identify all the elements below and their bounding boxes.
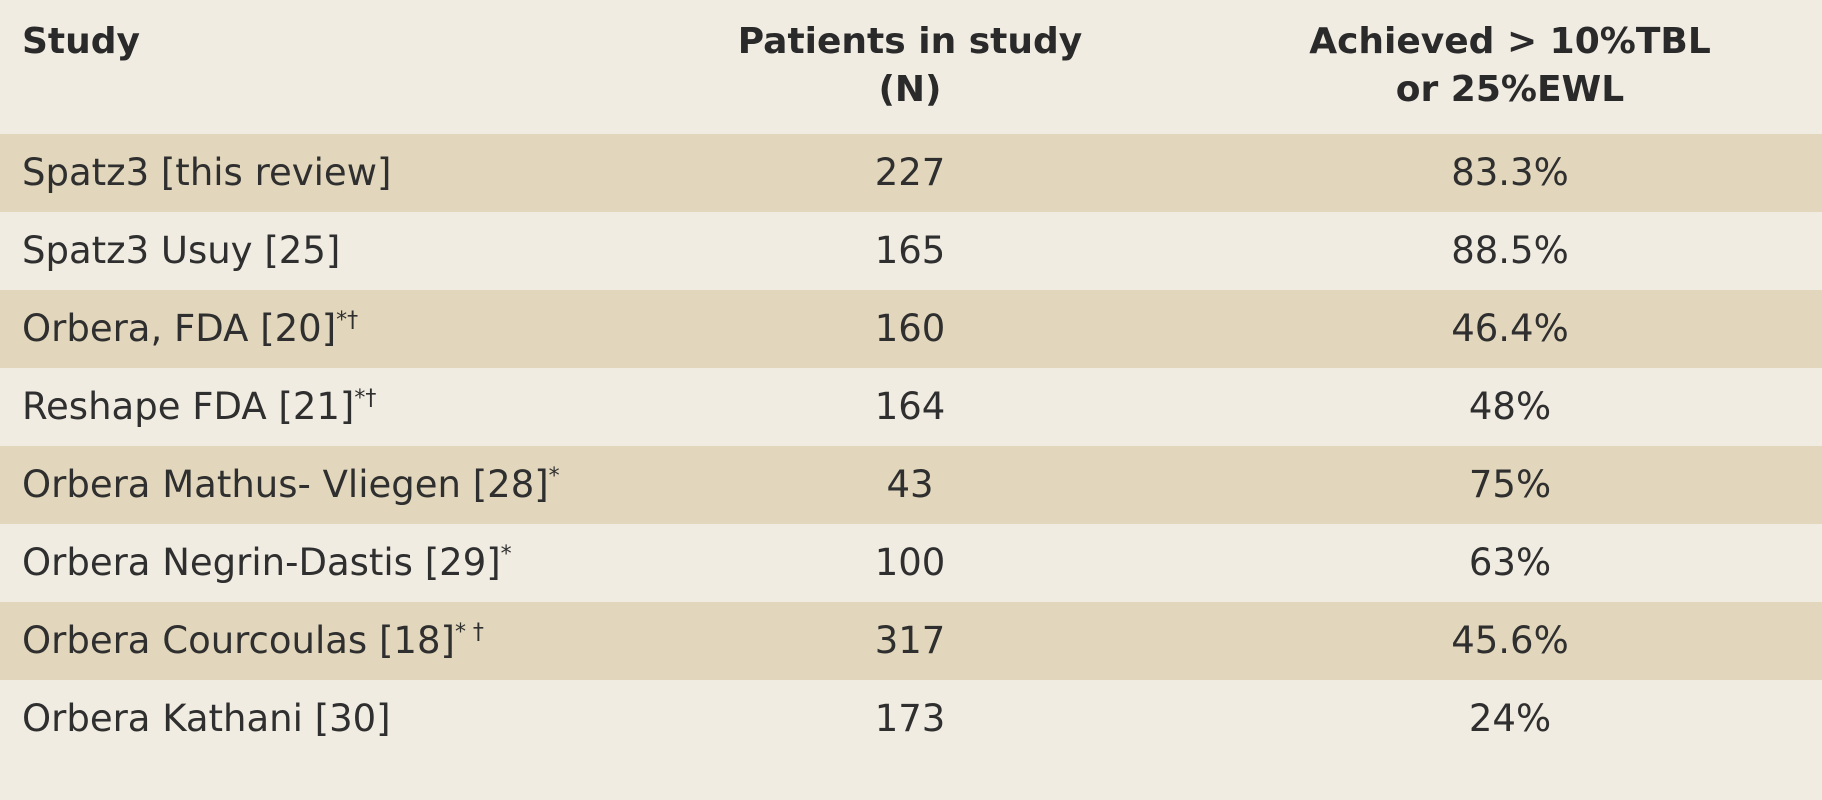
table-row: Orbera, FDA [20]*† 160 46.4% <box>0 290 1822 368</box>
table-header: Study Patients in study (N) Achieved > 1… <box>0 0 1822 134</box>
table-row: Orbera Kathani [30] 173 24% <box>0 680 1822 758</box>
achieved-cell: 48% <box>1468 385 1552 428</box>
table-row: Orbera Courcoulas [18]* † 317 45.6% <box>0 602 1822 680</box>
header-achieved-line2: or 25%EWL <box>1395 69 1625 110</box>
study-cell: Spatz3 Usuy [25] <box>22 229 341 272</box>
patients-cell: 173 <box>874 697 946 740</box>
study-cell: Reshape FDA [21]*† <box>22 385 377 428</box>
achieved-cell: 75% <box>1468 463 1552 506</box>
achieved-cell: 63% <box>1468 541 1552 584</box>
study-cell: Orbera Courcoulas [18]* † <box>22 619 484 662</box>
header-study: Study <box>22 21 141 62</box>
study-cell: Orbera Mathus- Vliegen [28]* <box>22 463 560 506</box>
header-achieved: Achieved > 10%TBL or 25%EWL <box>1280 18 1740 114</box>
header-patients: Patients in study (N) <box>737 21 1083 110</box>
achieved-cell: 46.4% <box>1451 307 1569 350</box>
table-row: Orbera Mathus- Vliegen [28]* 43 75% <box>0 446 1822 524</box>
study-cell: Orbera, FDA [20]*† <box>22 307 359 350</box>
patients-cell: 43 <box>886 463 934 506</box>
patients-cell: 160 <box>874 307 946 350</box>
header-achieved-line1: Achieved > 10%TBL <box>1309 21 1711 62</box>
table-row: Orbera Negrin-Dastis [29]* 100 63% <box>0 524 1822 602</box>
study-cell: Orbera Kathani [30] <box>22 697 391 740</box>
patients-cell: 227 <box>874 151 946 194</box>
achieved-cell: 83.3% <box>1451 151 1569 194</box>
patients-cell: 317 <box>874 619 946 662</box>
achieved-cell: 45.6% <box>1451 619 1569 662</box>
table-row: Reshape FDA [21]*† 164 48% <box>0 368 1822 446</box>
table-row: Spatz3 Usuy [25] 165 88.5% <box>0 212 1822 290</box>
study-cell: Spatz3 [this review] <box>22 151 392 194</box>
study-cell: Orbera Negrin-Dastis [29]* <box>22 541 512 584</box>
patients-cell: 165 <box>874 229 946 272</box>
achieved-cell: 88.5% <box>1451 229 1569 272</box>
table-row: Spatz3 [this review] 227 83.3% <box>0 134 1822 212</box>
patients-cell: 164 <box>874 385 946 428</box>
patients-cell: 100 <box>874 541 946 584</box>
achieved-cell: 24% <box>1468 697 1552 740</box>
